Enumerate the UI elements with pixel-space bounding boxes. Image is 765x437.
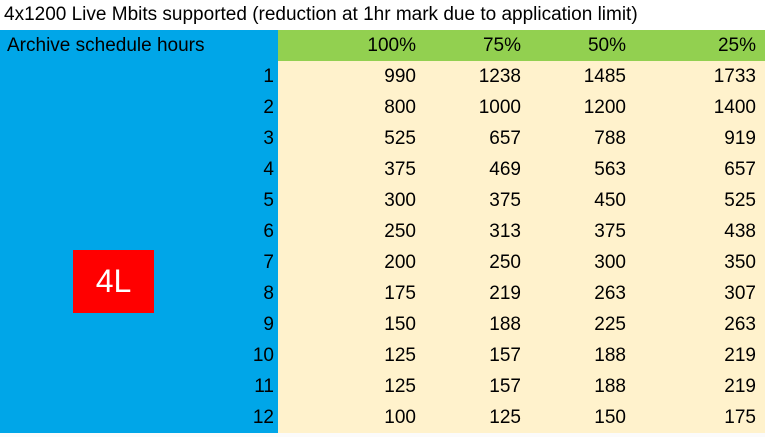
value-cell[interactable]: 1200 <box>583 97 626 118</box>
table-row: 8 175 219 263 307 <box>0 278 765 309</box>
value-cell[interactable]: 219 <box>724 376 756 397</box>
value-cell[interactable]: 375 <box>489 190 521 211</box>
table-body: 1 990 1238 1485 1733 2 800 1000 1200 140… <box>0 61 765 433</box>
table-row: 2 800 1000 1200 1400 <box>0 92 765 123</box>
value-cell[interactable]: 219 <box>489 283 521 304</box>
value-cell[interactable]: 990 <box>384 66 416 87</box>
value-cell[interactable]: 450 <box>594 190 626 211</box>
row-header-label[interactable]: Archive schedule hours <box>7 35 205 56</box>
value-cell[interactable]: 1485 <box>583 66 626 87</box>
table-row: 1 990 1238 1485 1733 <box>0 61 765 92</box>
value-cell[interactable]: 469 <box>489 159 521 180</box>
value-cell[interactable]: 788 <box>594 128 626 149</box>
hours-cell[interactable]: 5 <box>263 190 274 211</box>
value-cell[interactable]: 563 <box>594 159 626 180</box>
value-cell[interactable]: 375 <box>384 159 416 180</box>
header-band <box>278 30 765 61</box>
data-band <box>278 61 765 433</box>
value-cell[interactable]: 300 <box>594 252 626 273</box>
value-cell[interactable]: 1400 <box>713 97 756 118</box>
value-cell[interactable]: 250 <box>384 221 416 242</box>
hours-cell[interactable]: 6 <box>263 221 274 242</box>
column-header-100[interactable]: 100% <box>367 35 416 56</box>
table-row: 7 200 250 300 350 <box>0 247 765 278</box>
value-cell[interactable]: 657 <box>724 159 756 180</box>
value-cell[interactable]: 438 <box>724 221 756 242</box>
table-row: 9 150 188 225 263 <box>0 309 765 340</box>
value-cell[interactable]: 225 <box>594 314 626 335</box>
value-cell[interactable]: 175 <box>384 283 416 304</box>
value-cell[interactable]: 200 <box>384 252 416 273</box>
value-cell[interactable]: 188 <box>489 314 521 335</box>
column-header-75[interactable]: 75% <box>482 35 521 56</box>
value-cell[interactable]: 919 <box>724 128 756 149</box>
value-cell[interactable]: 100 <box>384 407 416 428</box>
table-row: 10 125 157 188 219 <box>0 340 765 371</box>
column-header-25[interactable]: 25% <box>717 35 756 56</box>
column-header-50[interactable]: 50% <box>587 35 626 56</box>
hours-cell[interactable]: 3 <box>263 128 274 149</box>
value-cell[interactable]: 375 <box>594 221 626 242</box>
table-row: 6 250 313 375 438 <box>0 216 765 247</box>
value-cell[interactable]: 657 <box>489 128 521 149</box>
value-cell[interactable]: 525 <box>724 190 756 211</box>
value-cell[interactable]: 157 <box>489 376 521 397</box>
hours-cell[interactable]: 8 <box>263 283 274 304</box>
hours-cell[interactable]: 12 <box>252 407 274 428</box>
value-cell[interactable]: 125 <box>384 376 416 397</box>
hours-column-background <box>0 30 278 433</box>
value-cell[interactable]: 250 <box>489 252 521 273</box>
table-row: 3 525 657 788 919 <box>0 123 765 154</box>
hours-cell[interactable]: 9 <box>263 314 274 335</box>
value-cell[interactable]: 188 <box>594 345 626 366</box>
table-row: 5 300 375 450 525 <box>0 185 765 216</box>
value-cell[interactable]: 1733 <box>713 66 756 87</box>
value-cell[interactable]: 1238 <box>478 66 521 87</box>
value-cell[interactable]: 307 <box>724 283 756 304</box>
value-cell[interactable]: 1000 <box>478 97 521 118</box>
sheet-title[interactable]: 4x1200 Live Mbits supported (reduction a… <box>0 0 765 30</box>
value-cell[interactable]: 263 <box>724 314 756 335</box>
table-row: 11 125 157 188 219 <box>0 371 765 402</box>
value-cell[interactable]: 219 <box>724 345 756 366</box>
value-cell[interactable]: 300 <box>384 190 416 211</box>
value-cell[interactable]: 125 <box>384 345 416 366</box>
value-cell[interactable]: 175 <box>724 407 756 428</box>
value-cell[interactable]: 125 <box>489 407 521 428</box>
value-cell[interactable]: 150 <box>384 314 416 335</box>
value-cell[interactable]: 150 <box>594 407 626 428</box>
value-cell[interactable]: 800 <box>384 97 416 118</box>
table-row: 12 100 125 150 175 <box>0 402 765 433</box>
hours-cell[interactable]: 11 <box>254 376 274 397</box>
value-cell[interactable]: 263 <box>594 283 626 304</box>
value-cell[interactable]: 525 <box>384 128 416 149</box>
value-cell[interactable]: 313 <box>489 221 521 242</box>
table-row: 4 375 469 563 657 <box>0 154 765 185</box>
hours-cell[interactable]: 10 <box>252 345 274 366</box>
value-cell[interactable]: 157 <box>489 345 521 366</box>
bottom-strip <box>0 433 765 437</box>
hours-cell[interactable]: 7 <box>263 252 274 273</box>
hours-cell[interactable]: 2 <box>263 97 274 118</box>
value-cell[interactable]: 350 <box>724 252 756 273</box>
hours-cell[interactable]: 1 <box>263 66 274 87</box>
value-cell[interactable]: 188 <box>594 376 626 397</box>
config-badge: 4L <box>73 250 154 313</box>
hours-cell[interactable]: 4 <box>263 159 274 180</box>
